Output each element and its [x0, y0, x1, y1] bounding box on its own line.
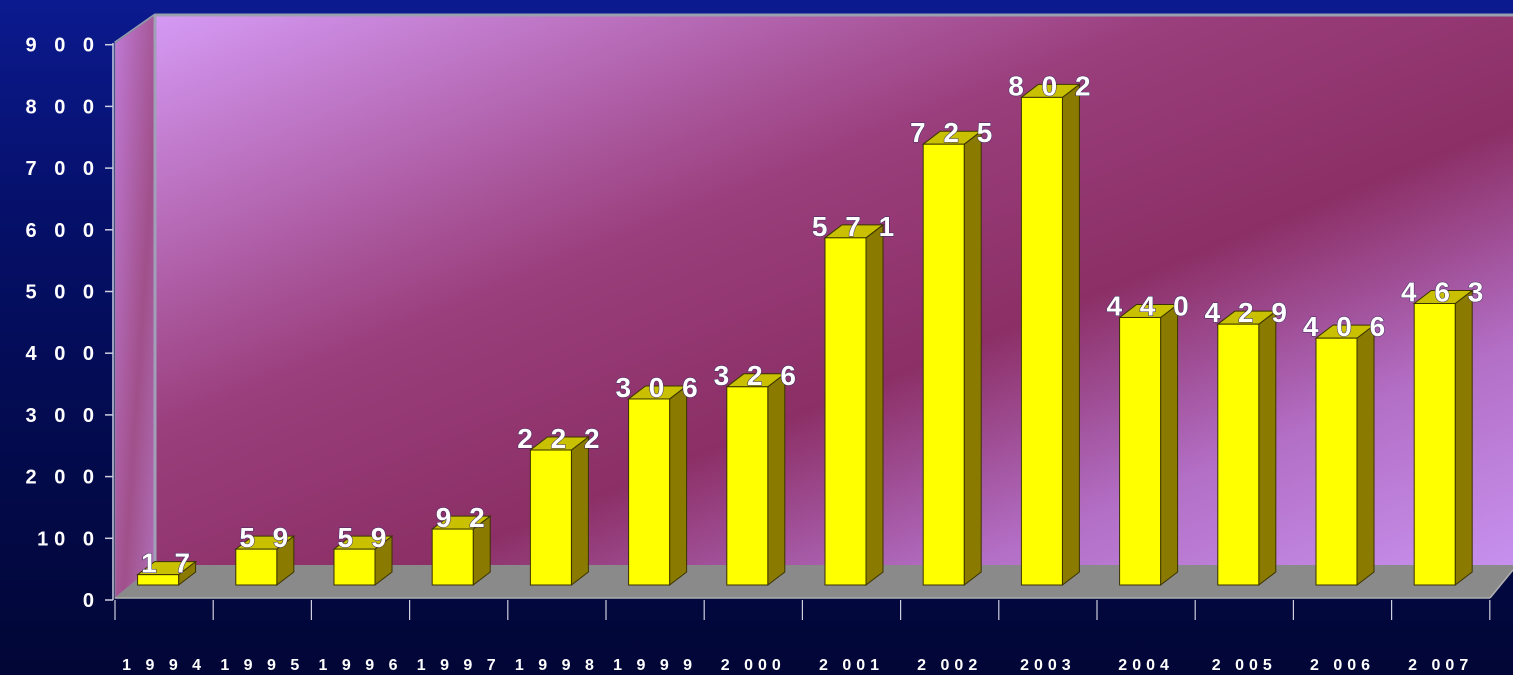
bar-side [963, 130, 982, 587]
data-label: 3 2 6 [714, 360, 801, 391]
bar: 2 2 2 [517, 423, 604, 587]
x-tick-label: 1 9 9 6 [319, 657, 403, 674]
bar: 9 2 [430, 502, 492, 587]
chart-floor [115, 565, 1513, 598]
chart-side-wall [114, 14, 156, 600]
x-tick-label: 2 005 [1212, 657, 1277, 674]
x-tick-label: 2 007 [1408, 657, 1473, 674]
data-label: 9 2 [436, 502, 490, 533]
data-label: 8 0 2 [1008, 70, 1095, 101]
data-label: 2 2 2 [517, 423, 604, 454]
bar-front [333, 548, 376, 586]
bar-front [235, 548, 278, 586]
bar: 4 6 3 [1401, 276, 1488, 587]
bar-front [1217, 323, 1260, 586]
bar: 4 2 9 [1204, 297, 1292, 587]
bar-side [1356, 324, 1375, 587]
x-axis: 1 9 9 4 1 9 9 5 1 9 9 6 1 9 9 7 1 9 9 8 1 9 9… [114, 600, 1491, 674]
x-tick-label: 2 000 [721, 657, 786, 674]
bar-side [1258, 310, 1277, 587]
bar-front [137, 574, 180, 586]
bar: 7 2 5 [910, 117, 997, 587]
bar-front [1119, 316, 1162, 586]
y-tick-label: 0 [83, 590, 100, 612]
x-tick-label: 1 9 9 8 [515, 657, 599, 674]
data-label: 5 7 1 [812, 211, 899, 242]
x-tick-label: 2 001 [819, 657, 884, 674]
x-tick-label: 1 9 9 4 [122, 657, 206, 674]
data-label: 3 0 6 [615, 372, 702, 403]
bar: 3 0 6 [615, 371, 702, 587]
y-tick-label: 4 0 0 [26, 343, 100, 365]
x-tick-label: 2 006 [1310, 657, 1375, 674]
bar: 5 9 [234, 522, 296, 587]
bar-side [865, 223, 884, 587]
bar-side [1454, 289, 1473, 587]
bar-side [669, 384, 688, 587]
data-label: 4 2 9 [1205, 297, 1292, 328]
bar: 4 0 6 [1302, 311, 1390, 587]
bar: 5 7 1 [811, 210, 899, 587]
bar-front [628, 398, 671, 586]
data-label: 4 4 0 [1106, 290, 1193, 321]
x-tick-label: 2 002 [917, 657, 982, 674]
bar-front [922, 143, 965, 586]
bar-side [767, 372, 786, 587]
bar-side [570, 436, 589, 587]
data-label: 4 0 6 [1303, 311, 1390, 342]
bar: 5 9 [332, 522, 394, 587]
y-tick-label: 8 0 0 [26, 96, 100, 118]
bar-side [1061, 83, 1080, 587]
x-tick-label: 1 9 9 9 [613, 657, 697, 674]
bar-front [1413, 302, 1456, 586]
y-axis-ticks: 0 10 0 2 0 0 3 0 0 4 0 0 5 0 0 6 0 0 7 0 0 8 0 0… [26, 35, 113, 612]
x-tick-label: 1 9 9 5 [220, 657, 304, 674]
floor-right-edge [1489, 569, 1513, 599]
data-label: 7 2 5 [910, 117, 997, 148]
bar-front [824, 237, 867, 586]
data-label: 4 6 3 [1401, 276, 1488, 307]
x-tick-label: 2004 [1118, 657, 1174, 674]
bar-side [1160, 303, 1179, 587]
bar-front [431, 528, 474, 586]
x-tick-label: 2003 [1020, 657, 1076, 674]
bar-front [1020, 96, 1063, 586]
bar-front [1315, 337, 1358, 586]
bar: 3 2 6 [713, 359, 801, 587]
data-label: 5 9 [239, 522, 293, 553]
x-tick-label: 1 9 9 7 [417, 657, 501, 674]
bars: 1 7 5 9 5 9 9 2 2 2 2 3 0 6 3 2 6 5 7 1 7 2 5 8 0… [136, 70, 1488, 587]
bar-front [529, 449, 572, 586]
y-tick-label: 7 0 0 [26, 158, 100, 180]
y-tick-label: 10 0 [37, 528, 100, 550]
data-label: 1 7 [141, 548, 195, 579]
y-tick-label: 6 0 0 [26, 220, 100, 242]
bar: 1 7 [136, 547, 198, 587]
y-tick-label: 2 0 0 [26, 467, 100, 489]
bar: 8 0 2 [1008, 70, 1095, 587]
y-tick-label: 5 0 0 [26, 282, 100, 304]
bar-front [726, 386, 769, 586]
y-tick-label: 3 0 0 [26, 405, 100, 427]
y-tick-label: 9 0 0 [26, 35, 100, 57]
data-label: 5 9 [338, 522, 392, 553]
bar: 4 4 0 [1106, 290, 1193, 587]
